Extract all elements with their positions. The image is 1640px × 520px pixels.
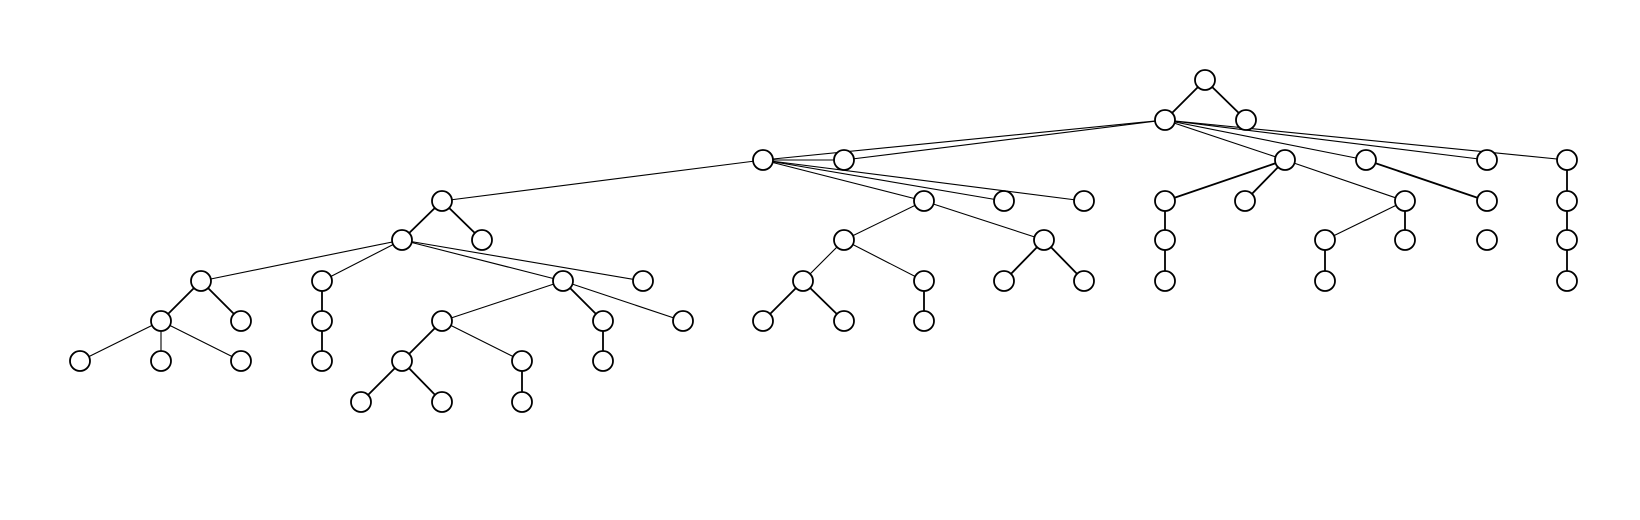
tree-edge [923, 200, 1045, 241]
tree-node [311, 270, 333, 292]
tree-node [752, 149, 774, 171]
tree-edge [843, 239, 925, 282]
tree-node [632, 270, 654, 292]
tree-node [552, 270, 574, 292]
tree-node [592, 310, 614, 332]
tree-node [913, 310, 935, 332]
tree-node [1314, 229, 1336, 251]
tree-edge [762, 159, 1085, 202]
tree-node [833, 229, 855, 251]
tree-node [311, 310, 333, 332]
tree-node [1556, 270, 1578, 292]
tree-node [1476, 190, 1498, 212]
tree-edge [401, 239, 564, 282]
tree-edge [441, 159, 764, 202]
tree-node [833, 310, 855, 332]
tree-node [1355, 149, 1377, 171]
tree-node [1556, 190, 1578, 212]
tree-node [752, 310, 774, 332]
tree-node [431, 190, 453, 212]
tree-node [1073, 190, 1095, 212]
tree-node [311, 350, 333, 372]
tree-node [1154, 229, 1176, 251]
tree-edge [762, 159, 1005, 202]
tree-edge [562, 280, 684, 322]
tree-node [471, 229, 493, 251]
tree-node [350, 391, 372, 413]
tree-edge [762, 119, 1166, 161]
tree-edge [1324, 200, 1406, 241]
tree-node [391, 229, 413, 251]
tree-node [431, 391, 453, 413]
tree-node [1033, 229, 1055, 251]
tree-node [431, 310, 453, 332]
tree-node [1556, 229, 1578, 251]
tree-edge [441, 320, 523, 362]
tree-node [1314, 270, 1336, 292]
tree-edge [401, 239, 644, 282]
tree-node [592, 350, 614, 372]
tree-edge [160, 320, 242, 362]
tree-edge [321, 239, 403, 282]
tree-node [1073, 270, 1095, 292]
tree-node [230, 350, 252, 372]
tree-edge [1164, 159, 1286, 202]
tree-edge [843, 200, 925, 241]
tree-node [1234, 190, 1256, 212]
tree-node [1154, 109, 1176, 131]
tree-node [913, 270, 935, 292]
tree-node [1394, 190, 1416, 212]
tree-node [1476, 229, 1498, 251]
tree-node [913, 190, 935, 212]
tree-node [391, 350, 413, 372]
tree-edge [79, 320, 162, 362]
tree-node [1556, 149, 1578, 171]
tree-node [672, 310, 694, 332]
tree-node [993, 190, 1015, 212]
tree-edge [1365, 159, 1488, 202]
tree-node [190, 270, 212, 292]
tree-edge [200, 239, 403, 282]
tree-edge [843, 119, 1166, 161]
tree-node [1476, 149, 1498, 171]
tree-edge [1284, 159, 1406, 202]
tree-edge [1164, 119, 1488, 161]
tree-node [1394, 229, 1416, 251]
tree-node [1274, 149, 1296, 171]
tree-edge [441, 280, 564, 322]
tree-node [1194, 69, 1216, 91]
tree-node [833, 149, 855, 171]
tree-node [150, 310, 172, 332]
tree-edges [79, 79, 1568, 403]
tree-node [511, 350, 533, 372]
tree-node [1154, 270, 1176, 292]
tree-node [230, 310, 252, 332]
tree-node [69, 350, 91, 372]
tree-node [993, 270, 1015, 292]
tree-edge [762, 159, 925, 202]
tree-node [792, 270, 814, 292]
tree-node [1154, 190, 1176, 212]
tree-nodes [69, 69, 1578, 413]
tree-node [511, 391, 533, 413]
tree-node [1235, 109, 1257, 131]
tree-edge [1164, 119, 1367, 161]
tree-edge [1164, 119, 1286, 161]
tree-node [150, 350, 172, 372]
tree-edge [1164, 119, 1568, 161]
